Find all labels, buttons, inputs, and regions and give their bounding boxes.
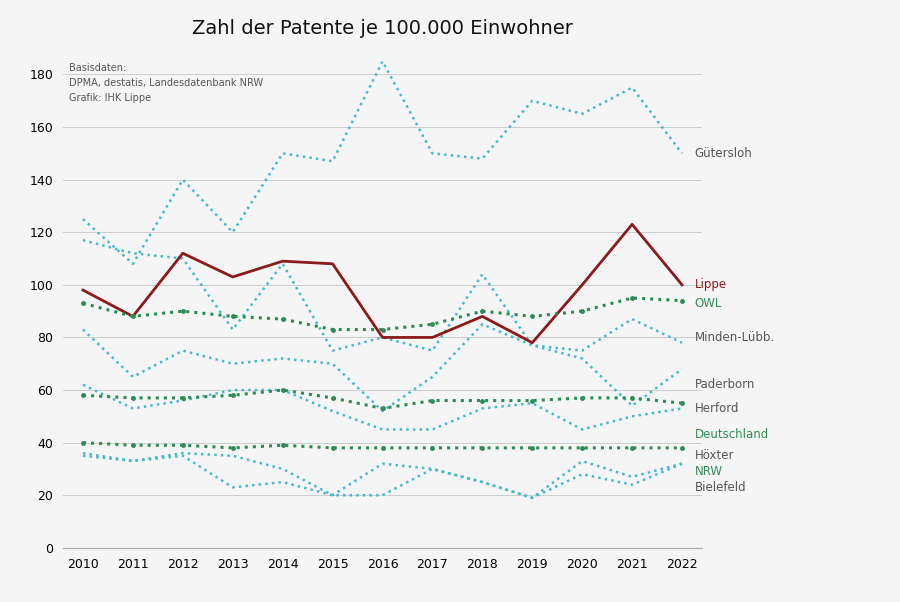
Text: Paderborn: Paderborn — [695, 378, 755, 391]
Title: Zahl der Patente je 100.000 Einwohner: Zahl der Patente je 100.000 Einwohner — [192, 19, 573, 39]
Text: Gütersloh: Gütersloh — [695, 147, 752, 160]
Text: Lippe: Lippe — [695, 278, 726, 291]
Text: Minden-Lübb.: Minden-Lübb. — [695, 331, 775, 344]
Text: NRW: NRW — [695, 465, 723, 478]
Text: Herford: Herford — [695, 402, 739, 415]
Text: Höxter: Höxter — [695, 449, 734, 462]
Text: Basisdaten:
DPMA, destatis, Landesdatenbank NRW
Grafik: IHK Lippe: Basisdaten: DPMA, destatis, Landesdatenb… — [69, 63, 264, 103]
Text: Deutschland: Deutschland — [695, 428, 769, 441]
Text: OWL: OWL — [695, 297, 722, 310]
Text: Bielefeld: Bielefeld — [695, 481, 746, 494]
